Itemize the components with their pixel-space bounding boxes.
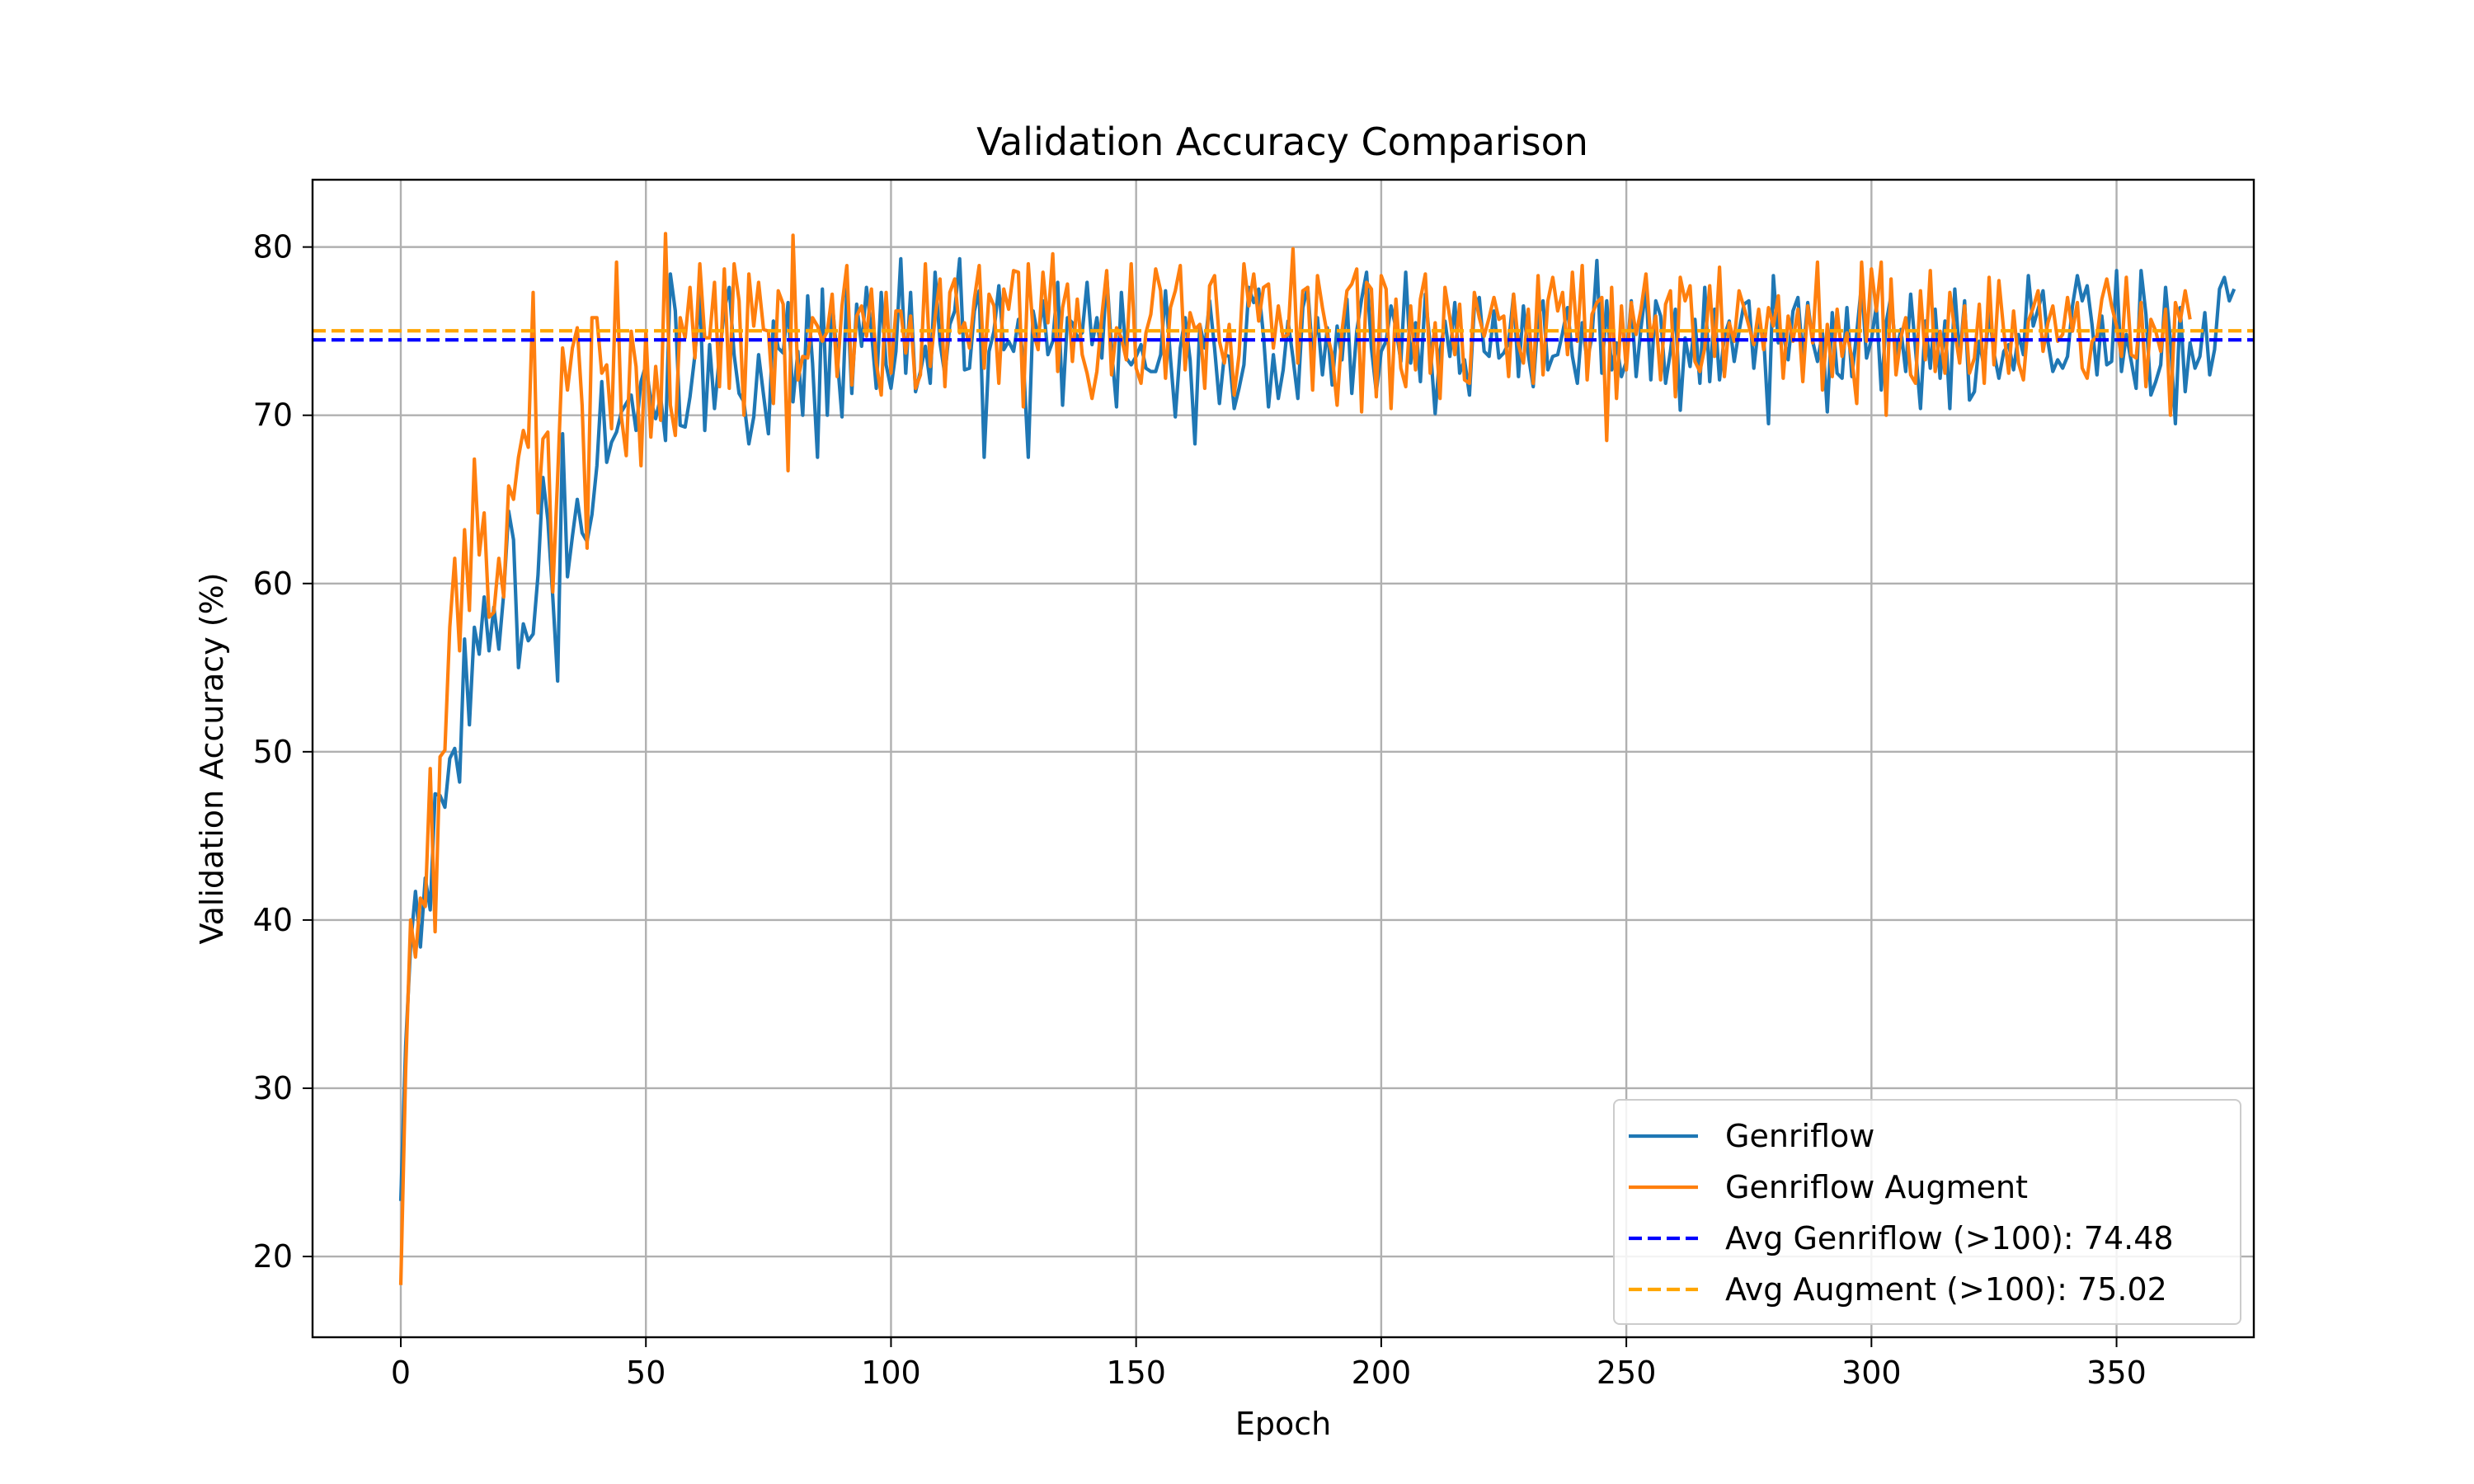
chart-title: Validation Accuracy Comparison [976,120,1588,164]
x-tick-label: 50 [626,1355,666,1391]
legend-label: Avg Genriflow (>100): 74.48 [1725,1220,2174,1256]
legend-label: Genriflow Augment [1725,1169,2028,1205]
y-tick-label: 80 [253,229,293,265]
y-tick-label: 20 [253,1238,293,1275]
y-tick-label: 30 [253,1070,293,1106]
x-axis-label: Epoch [1235,1406,1331,1442]
x-tick-label: 100 [861,1355,921,1391]
series-group [313,232,2254,1285]
y-tick-label: 70 [253,397,293,434]
x-tick-label: 0 [391,1355,411,1391]
x-tick-label: 250 [1597,1355,1657,1391]
plot-area [313,232,2254,1285]
axis-ticks: 0 50 100 150 200 250 300 350 20 30 40 50 60 70 80 [253,229,2147,1391]
legend-label: Genriflow [1725,1118,1874,1154]
series-line-0 [398,256,2236,1201]
legend-box [1613,1099,2241,1325]
plot-frame [311,178,2255,1339]
y-axis-label: Validation Accuracy (%) [194,572,230,944]
y-tick-label: 60 [253,566,293,602]
y-tick-label: 50 [253,734,293,770]
legend-label: Avg Augment (>100): 75.02 [1725,1271,2167,1308]
y-tick-label: 40 [253,902,293,938]
x-tick-label: 300 [1841,1355,1902,1391]
x-tick-label: 200 [1352,1355,1412,1391]
legend: Genriflow Genriflow Augment Avg Genriflow … [1613,1099,2241,1325]
x-tick-label: 150 [1106,1355,1166,1391]
x-tick-label: 350 [2086,1355,2147,1391]
series-line-1 [398,232,2192,1285]
